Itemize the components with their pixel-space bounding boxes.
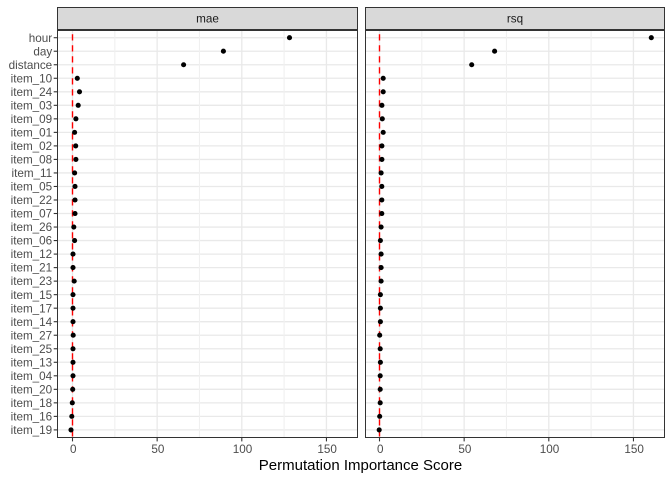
svg-text:item_11: item_11 <box>11 167 52 180</box>
svg-text:day: day <box>33 45 52 58</box>
svg-text:item_23: item_23 <box>11 275 53 288</box>
svg-text:rsq: rsq <box>507 13 523 26</box>
svg-text:item_09: item_09 <box>11 113 53 126</box>
svg-text:item_13: item_13 <box>11 356 53 369</box>
svg-text:item_22: item_22 <box>11 194 53 207</box>
svg-text:0: 0 <box>377 443 384 456</box>
svg-text:150: 150 <box>317 443 337 456</box>
svg-text:item_15: item_15 <box>11 289 53 302</box>
svg-text:item_04: item_04 <box>11 370 53 383</box>
svg-text:item_20: item_20 <box>11 383 53 396</box>
svg-text:item_06: item_06 <box>11 235 53 248</box>
svg-text:item_17: item_17 <box>11 302 53 315</box>
svg-text:50: 50 <box>458 443 472 456</box>
svg-text:item_16: item_16 <box>11 410 53 423</box>
svg-text:150: 150 <box>624 443 644 456</box>
svg-text:item_25: item_25 <box>11 343 53 356</box>
svg-text:distance: distance <box>9 59 53 72</box>
svg-text:item_12: item_12 <box>11 248 53 261</box>
svg-text:50: 50 <box>151 443 165 456</box>
svg-text:item_05: item_05 <box>11 181 53 194</box>
svg-text:item_08: item_08 <box>11 154 53 167</box>
svg-text:item_27: item_27 <box>11 329 53 342</box>
svg-text:item_10: item_10 <box>11 72 53 85</box>
svg-text:item_07: item_07 <box>11 208 53 221</box>
svg-text:100: 100 <box>233 443 253 456</box>
svg-text:mae: mae <box>196 13 219 26</box>
svg-text:0: 0 <box>70 443 77 456</box>
svg-text:100: 100 <box>540 443 560 456</box>
svg-text:item_02: item_02 <box>11 140 53 153</box>
svg-text:item_21: item_21 <box>11 262 53 275</box>
svg-text:item_19: item_19 <box>11 424 53 437</box>
svg-text:item_03: item_03 <box>11 99 53 112</box>
svg-text:item_24: item_24 <box>11 86 53 99</box>
svg-text:item_26: item_26 <box>11 221 53 234</box>
svg-text:hour: hour <box>29 32 53 45</box>
svg-text:item_14: item_14 <box>11 316 53 329</box>
svg-text:item_01: item_01 <box>11 126 53 139</box>
svg-text:item_18: item_18 <box>11 397 53 410</box>
svg-text:Permutation Importance Score: Permutation Importance Score <box>259 457 462 474</box>
